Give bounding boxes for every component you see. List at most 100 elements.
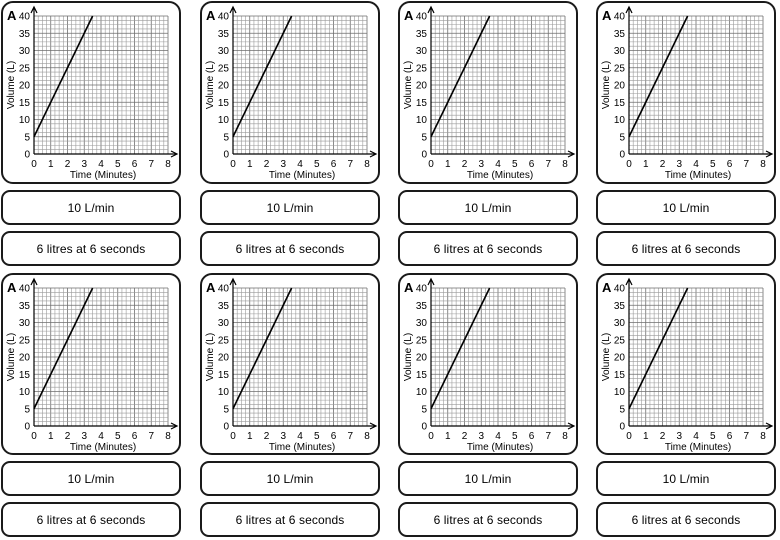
- y-tick-label: 35: [19, 301, 31, 312]
- graph-card[interactable]: 0 1 2 3 4 5 6 7 8 0 5 10 15 20 25 30 35 40 Time (Minutes) V…: [1, 273, 181, 455]
- description-card[interactable]: 6 litres at 6 seconds: [200, 502, 380, 537]
- x-axis-title: Time (Minutes): [269, 442, 335, 453]
- y-tick-label: 10: [218, 387, 230, 398]
- x-tick-label: 2: [264, 159, 270, 170]
- y-tick-label: 0: [619, 422, 625, 433]
- x-tick-label: 5: [710, 431, 716, 442]
- x-tick-label: 5: [512, 159, 518, 170]
- y-tick-label: 35: [416, 301, 428, 312]
- y-axis-arrow: [229, 277, 237, 286]
- description-card[interactable]: 6 litres at 6 seconds: [596, 502, 776, 537]
- y-tick-label: 30: [19, 318, 31, 329]
- y-tick-label: 5: [223, 404, 229, 415]
- graph-card[interactable]: 0 1 2 3 4 5 6 7 8 0 5 10 15 20 25 30 35 40 Time (Minutes) V…: [200, 273, 380, 455]
- x-axis-arrow: [567, 422, 576, 430]
- x-tick-label: 6: [529, 431, 535, 442]
- x-tick-label: 1: [48, 431, 54, 442]
- y-tick-label: 25: [218, 335, 230, 346]
- y-tick-label: 5: [421, 404, 427, 415]
- description-card[interactable]: 6 litres at 6 seconds: [1, 231, 181, 266]
- rate-card[interactable]: 10 L/min: [200, 190, 380, 225]
- y-axis-arrow: [30, 5, 38, 14]
- description-card[interactable]: 6 litres at 6 seconds: [200, 231, 380, 266]
- rate-card[interactable]: 10 L/min: [596, 461, 776, 496]
- y-tick-label: 20: [19, 81, 31, 92]
- y-tick-label: 35: [218, 301, 230, 312]
- rate-card[interactable]: 10 L/min: [1, 461, 181, 496]
- description-card[interactable]: 6 litres at 6 seconds: [1, 502, 181, 537]
- x-tick-label: 6: [331, 159, 337, 170]
- x-tick-label: 2: [264, 431, 270, 442]
- y-tick-label: 30: [416, 46, 428, 57]
- card-letter: A: [602, 8, 612, 23]
- x-axis-title: Time (Minutes): [269, 170, 335, 181]
- x-tick-label: 2: [660, 431, 666, 442]
- chart-grid: [430, 287, 566, 427]
- x-tick-label: 7: [148, 159, 154, 170]
- x-tick-label: 0: [428, 431, 434, 442]
- y-axis-title: Volume (L): [6, 61, 17, 109]
- x-tick-label: 3: [478, 431, 484, 442]
- y-tick-label: 40: [614, 284, 626, 295]
- graph-card[interactable]: 0 1 2 3 4 5 6 7 8 0 5 10 15 20 25 30 35 40 Time (Minutes) V…: [398, 273, 578, 455]
- y-tick-label: 30: [614, 318, 626, 329]
- y-tick-label: 40: [218, 284, 230, 295]
- chart-grid: [33, 287, 169, 427]
- rate-card[interactable]: 10 L/min: [596, 190, 776, 225]
- rate-card[interactable]: 10 L/min: [398, 461, 578, 496]
- description-card[interactable]: 6 litres at 6 seconds: [398, 231, 578, 266]
- description-card[interactable]: 6 litres at 6 seconds: [398, 502, 578, 537]
- y-tick-label: 30: [218, 46, 230, 57]
- graph-card[interactable]: 0 1 2 3 4 5 6 7 8 0 5 10 15 20 25 30 35 40 Time (Minutes) V…: [1, 1, 181, 184]
- x-tick-label: 1: [445, 159, 451, 170]
- x-axis-arrow: [170, 422, 179, 430]
- y-tick-label: 20: [614, 353, 626, 364]
- x-axis-title: Time (Minutes): [665, 442, 731, 453]
- y-tick-label: 15: [218, 98, 230, 109]
- x-tick-label: 4: [98, 431, 104, 442]
- y-tick-label: 35: [416, 29, 428, 40]
- graph-card[interactable]: 0 1 2 3 4 5 6 7 8 0 5 10 15 20 25 30 35 40 Time (Minutes) V…: [596, 1, 776, 184]
- x-tick-label: 1: [445, 431, 451, 442]
- y-tick-label: 20: [416, 353, 428, 364]
- rate-card[interactable]: 10 L/min: [1, 190, 181, 225]
- y-tick-label: 40: [218, 12, 230, 23]
- y-tick-label: 15: [614, 98, 626, 109]
- y-tick-label: 10: [614, 115, 626, 126]
- x-tick-label: 4: [495, 159, 501, 170]
- x-tick-label: 6: [132, 431, 138, 442]
- graph-card[interactable]: 0 1 2 3 4 5 6 7 8 0 5 10 15 20 25 30 35 40 Time (Minutes) V…: [398, 1, 578, 184]
- y-axis-title: Volume (L): [403, 333, 414, 381]
- x-tick-label: 3: [478, 159, 484, 170]
- x-tick-label: 4: [693, 431, 699, 442]
- chart-grid: [33, 15, 169, 155]
- y-tick-label: 35: [614, 301, 626, 312]
- y-axis-arrow: [427, 277, 435, 286]
- y-tick-label: 0: [24, 150, 30, 161]
- x-tick-label: 3: [676, 159, 682, 170]
- y-tick-label: 40: [19, 12, 31, 23]
- graph-card[interactable]: 0 1 2 3 4 5 6 7 8 0 5 10 15 20 25 30 35 40 Time (Minutes) V…: [200, 1, 380, 184]
- x-axis-title: Time (Minutes): [467, 442, 533, 453]
- x-tick-label: 5: [314, 431, 320, 442]
- x-tick-label: 8: [165, 159, 171, 170]
- y-tick-label: 40: [19, 284, 31, 295]
- x-tick-label: 8: [364, 431, 370, 442]
- x-tick-label: 1: [48, 159, 54, 170]
- rate-card[interactable]: 10 L/min: [200, 461, 380, 496]
- chart-grid: [232, 15, 368, 155]
- y-tick-label: 10: [19, 387, 31, 398]
- rate-card[interactable]: 10 L/min: [398, 190, 578, 225]
- description-card[interactable]: 6 litres at 6 seconds: [596, 231, 776, 266]
- graph-card[interactable]: 0 1 2 3 4 5 6 7 8 0 5 10 15 20 25 30 35 40 Time (Minutes) V…: [596, 273, 776, 455]
- x-tick-label: 5: [314, 159, 320, 170]
- y-tick-label: 30: [19, 46, 31, 57]
- y-tick-label: 10: [614, 387, 626, 398]
- y-axis-arrow: [625, 277, 633, 286]
- x-tick-label: 3: [81, 431, 87, 442]
- x-axis-arrow: [170, 150, 179, 158]
